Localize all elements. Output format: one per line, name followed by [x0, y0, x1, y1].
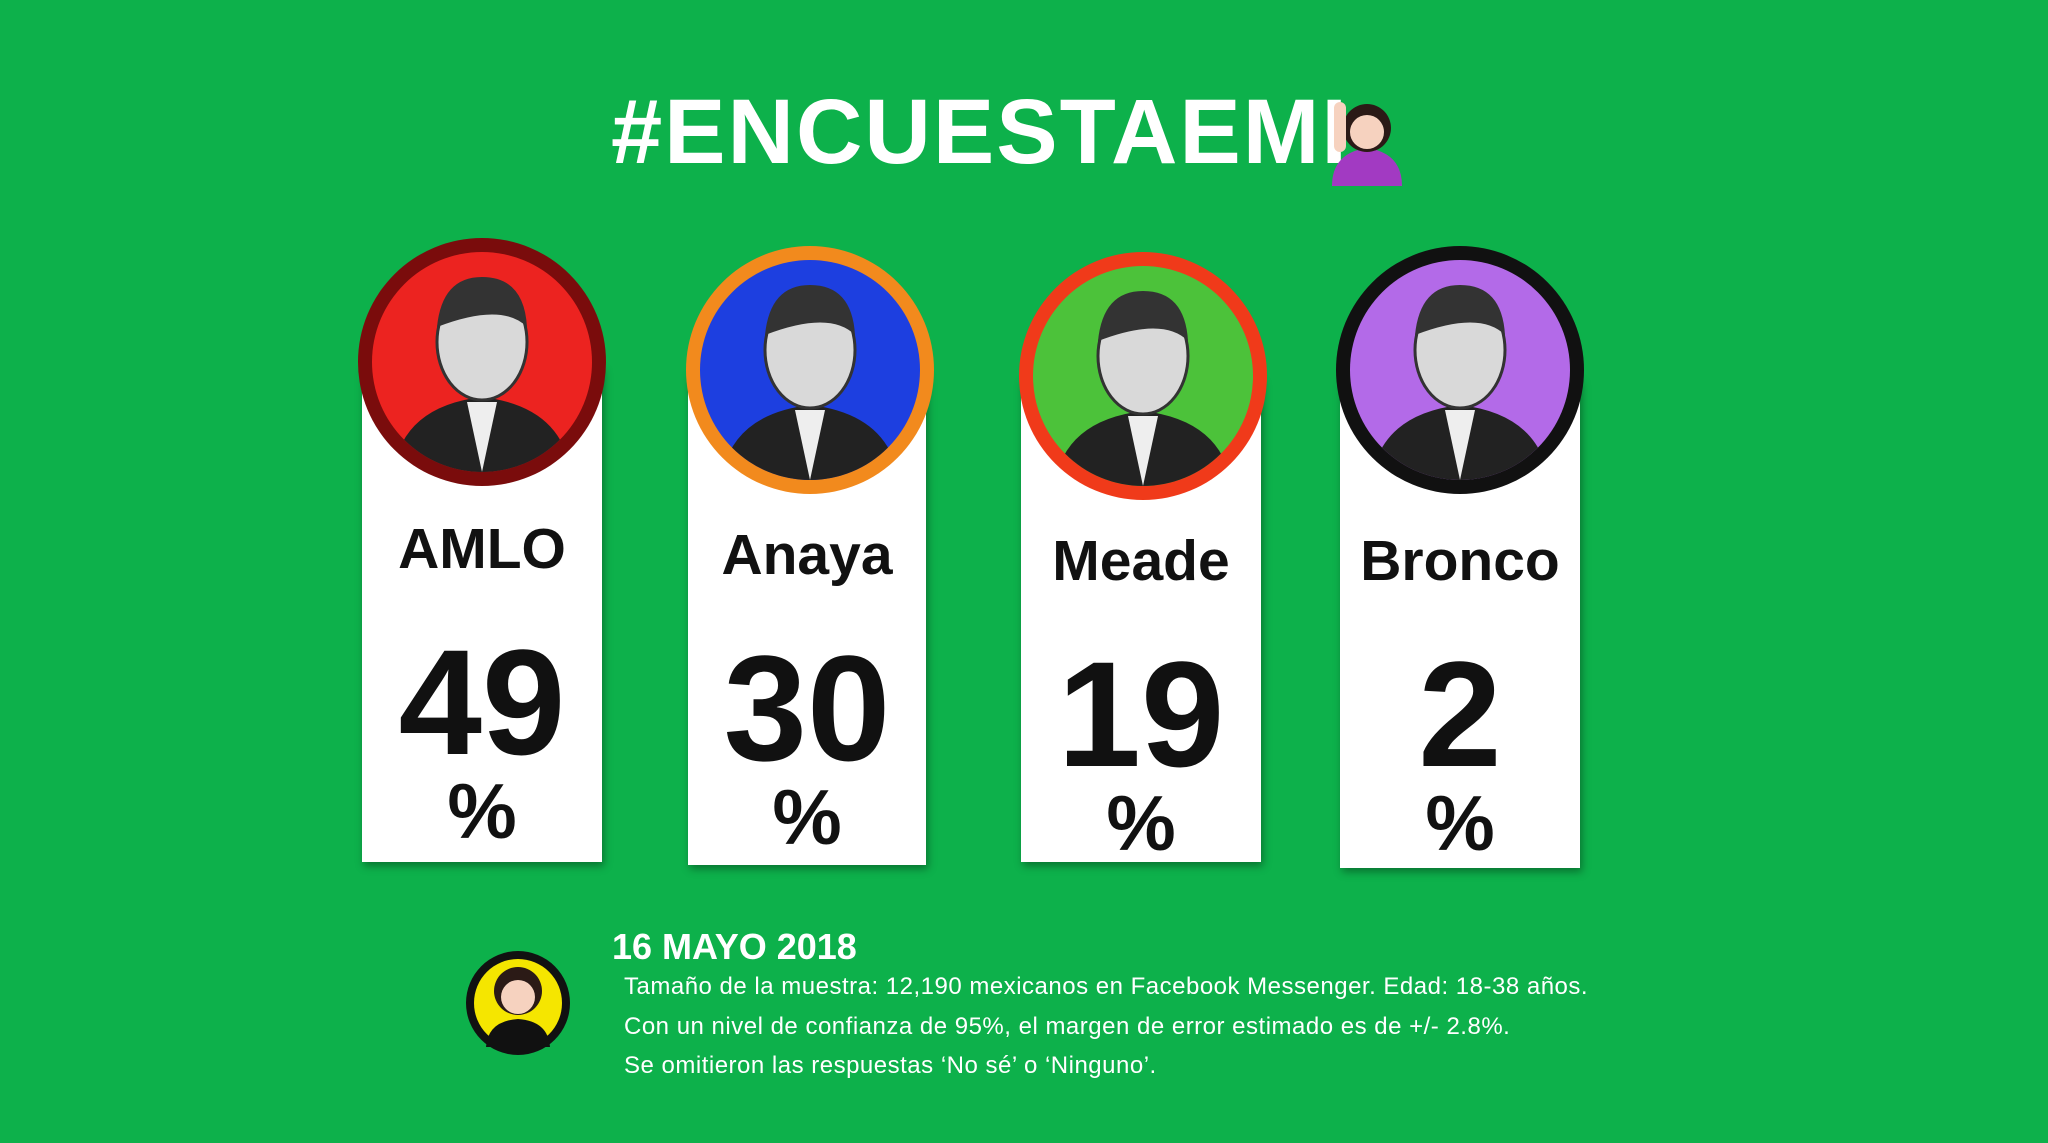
- candidate-name: Anaya: [721, 523, 893, 587]
- candidate-photo: [1336, 246, 1584, 494]
- title-icon: [1332, 102, 1402, 186]
- date: 16 MAYO 2018: [612, 926, 857, 967]
- candidate-percent: 30: [723, 624, 891, 792]
- candidate-percent: 19: [1057, 630, 1225, 798]
- candidate-photo: [686, 246, 934, 494]
- candidate-photo: [358, 238, 606, 486]
- title: #ENCUESTAEMI: [611, 81, 1349, 183]
- candidate-name: AMLO: [398, 517, 566, 581]
- candidate-percent: 49: [398, 618, 566, 786]
- percent-sign: %: [1425, 779, 1495, 867]
- candidate-name: Meade: [1052, 529, 1230, 593]
- percent-sign: %: [772, 773, 842, 861]
- candidate-name: Bronco: [1360, 529, 1560, 593]
- percent-sign: %: [1106, 779, 1176, 867]
- candidate-percent: 2: [1418, 630, 1502, 798]
- note-line: Con un nivel de confianza de 95%, el mar…: [624, 1013, 1511, 1040]
- note-line: Tamaño de la muestra: 12,190 mexicanos e…: [624, 973, 1589, 1000]
- percent-sign: %: [447, 767, 517, 855]
- note-line: Se omitieron las respuestas ‘No sé’ o ‘N…: [624, 1052, 1157, 1079]
- candidate-photo: [1019, 252, 1267, 500]
- candidate-card: AMLO 49%: [362, 366, 602, 862]
- avatar: [466, 951, 570, 1055]
